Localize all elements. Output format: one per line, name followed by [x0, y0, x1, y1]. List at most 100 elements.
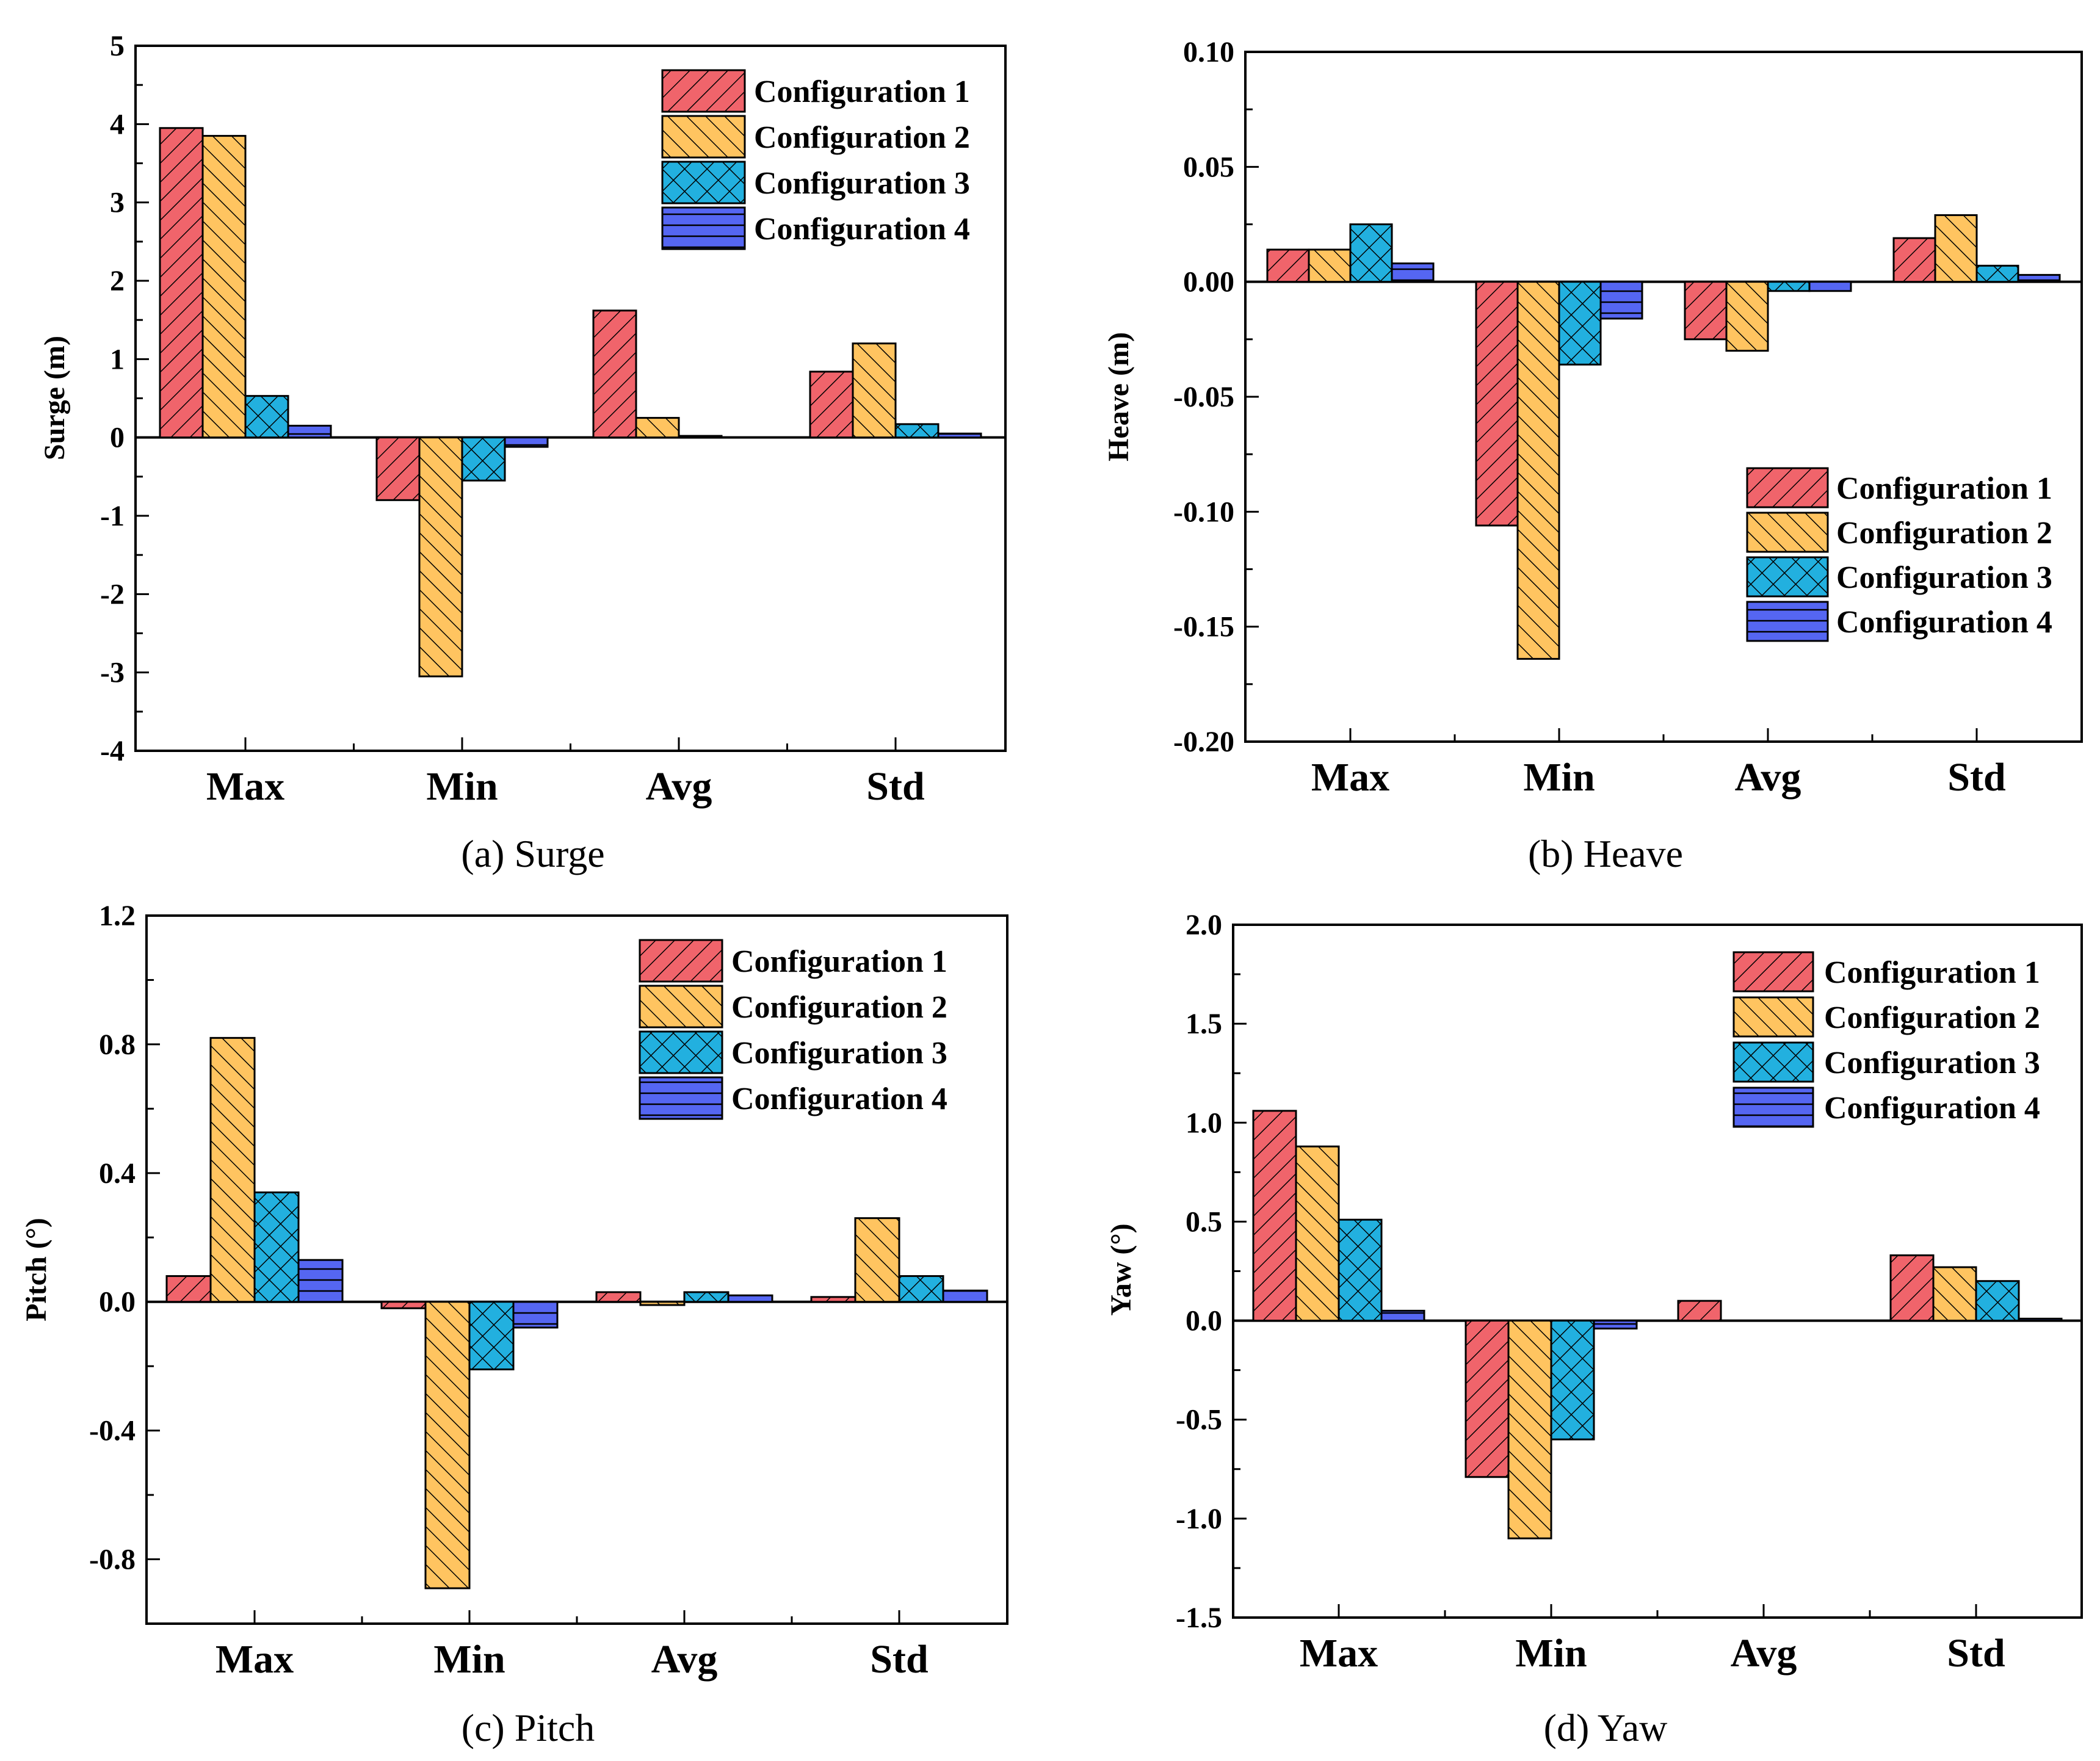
y-tick-label: 0.5	[1186, 1206, 1222, 1238]
y-axis: -4 -3 -2 -1 0 1 2 3 4 5	[100, 30, 149, 767]
bar-max-config-3	[1338, 1218, 1383, 1322]
x-tick-label: Max	[1300, 1631, 1378, 1676]
legend-swatch-config-1	[639, 939, 723, 983]
bar-std-config-1	[1892, 237, 1936, 283]
y-axis-label: Yaw (°)	[1105, 1223, 1137, 1315]
legend-swatch-config-3	[661, 161, 746, 204]
bar-max-config-3	[1349, 223, 1393, 283]
bar-std-config-2	[1934, 214, 1978, 283]
bar-min-config-2	[1516, 281, 1560, 660]
legend-swatch-config-3	[1746, 556, 1829, 598]
y-tick-label: -2	[100, 578, 125, 610]
y-axis: -0.8 -0.4 0.0 0.4 0.8 1.2	[89, 900, 160, 1576]
x-tick-label: Avg	[1735, 755, 1801, 800]
legend-swatch-config-1	[1732, 951, 1814, 993]
bars	[165, 1036, 988, 1589]
y-tick-label: -0.15	[1173, 611, 1234, 643]
y-tick-label: 0.8	[99, 1029, 136, 1061]
bar-max-config-4	[1391, 262, 1435, 283]
legend-label-config-4: Configuration 4	[1824, 1091, 2040, 1126]
y-tick-label: 0.0	[99, 1286, 136, 1318]
y-tick-label: 0.05	[1183, 151, 1234, 183]
bar-min-config-1	[380, 1301, 427, 1309]
y-tick-label: -1.0	[1176, 1503, 1222, 1535]
legend-swatch-config-2	[1746, 512, 1829, 553]
legend-swatch-config-4	[1732, 1087, 1814, 1128]
bar-std-config-4	[2018, 1317, 2063, 1322]
bar-min-config-4	[1599, 281, 1643, 320]
legend-label-config-3: Configuration 3	[1824, 1046, 2040, 1080]
legend-label-config-2: Configuration 2	[754, 120, 970, 155]
y-tick-label: 2	[110, 265, 125, 297]
y-axis-label: Heave (m)	[1102, 332, 1135, 461]
y-tick-label: -1	[100, 500, 125, 532]
bar-min-config-3	[1558, 281, 1602, 366]
bar-max-config-4	[287, 424, 332, 439]
legend-label-config-1: Configuration 1	[1824, 955, 2040, 990]
bar-avg-config-3	[683, 1291, 730, 1303]
bar-avg-config-3	[1767, 281, 1811, 292]
y-tick-label: -4	[100, 735, 125, 767]
x-tick-label: Min	[1515, 1631, 1587, 1676]
bar-std-config-1	[810, 1296, 856, 1303]
legend-swatch-config-3	[639, 1030, 723, 1074]
bar-max-config-3	[244, 395, 289, 439]
bar-min-config-3	[1550, 1320, 1595, 1441]
bar-std-config-3	[1975, 1280, 2020, 1322]
legend-label-config-1: Configuration 1	[1836, 471, 2052, 506]
legend-swatch-config-2	[661, 115, 746, 159]
x-tick-label: Max	[1311, 755, 1389, 800]
bar-min-config-1	[375, 436, 421, 501]
x-tick-label: Avg	[651, 1637, 718, 1682]
y-tick-label: -0.4	[89, 1415, 136, 1447]
y-tick-label: -0.05	[1173, 381, 1234, 413]
bar-min-config-1	[1475, 281, 1519, 527]
legend-swatch-config-1	[1746, 467, 1829, 508]
bar-max-config-1	[165, 1275, 212, 1303]
y-tick-label: 1.5	[1186, 1008, 1222, 1040]
legend-label-config-4: Configuration 4	[754, 212, 970, 247]
legend-label-config-1: Configuration 1	[754, 74, 970, 109]
y-axis-label: Surge (m)	[38, 336, 71, 460]
x-tick-label: Min	[426, 764, 498, 809]
caption-surge: (a) Surge	[461, 832, 604, 875]
bar-std-config-3	[898, 1275, 944, 1303]
legend-label-config-4: Configuration 4	[731, 1082, 947, 1116]
bar-min-config-4	[504, 436, 549, 448]
x-tick-label: Std	[1947, 1631, 2005, 1676]
bar-std-config-1	[1889, 1254, 1935, 1322]
legend-label-config-1: Configuration 1	[731, 944, 947, 979]
bar-avg-config-1	[592, 309, 637, 439]
bar-avg-config-4	[1808, 281, 1852, 292]
legend-swatch-config-4	[1746, 601, 1829, 642]
x-axis: Max Min Avg Std	[215, 1610, 929, 1682]
legend: Configuration 1 Configuration 2 Configurat…	[1732, 951, 2040, 1128]
bar-min-config-1	[1465, 1320, 1510, 1478]
bar-avg-config-4	[727, 1294, 773, 1303]
legend-swatch-config-2	[639, 985, 723, 1029]
bar-std-config-1	[809, 371, 854, 439]
x-tick-label: Std	[1947, 755, 2005, 800]
bar-std-config-2	[854, 1217, 900, 1303]
x-tick-label: Std	[866, 764, 924, 809]
y-tick-label: 1.2	[99, 900, 136, 932]
bar-max-config-1	[1266, 248, 1310, 283]
caption-heave: (b) Heave	[1528, 832, 1683, 875]
y-tick-label: -0.8	[89, 1544, 136, 1576]
y-tick-label: 0.00	[1183, 266, 1234, 298]
legend-swatch-config-4	[639, 1076, 723, 1120]
y-axis-label: Pitch (°)	[20, 1218, 52, 1322]
y-tick-label: 5	[110, 30, 125, 62]
bar-min-config-4	[1593, 1320, 1638, 1330]
legend-swatch-config-4	[661, 206, 746, 250]
bar-avg-config-1	[1684, 281, 1728, 341]
bar-min-config-3	[468, 1301, 515, 1370]
y-tick-label: -0.5	[1176, 1404, 1222, 1436]
caption-pitch: (c) Pitch	[462, 1706, 595, 1749]
legend-label-config-3: Configuration 3	[1836, 560, 2052, 595]
y-tick-label: 0	[110, 422, 125, 454]
y-tick-label: 0.0	[1186, 1305, 1222, 1337]
x-axis: Max Min Avg Std	[206, 737, 925, 809]
x-tick-label: Max	[215, 1637, 294, 1682]
